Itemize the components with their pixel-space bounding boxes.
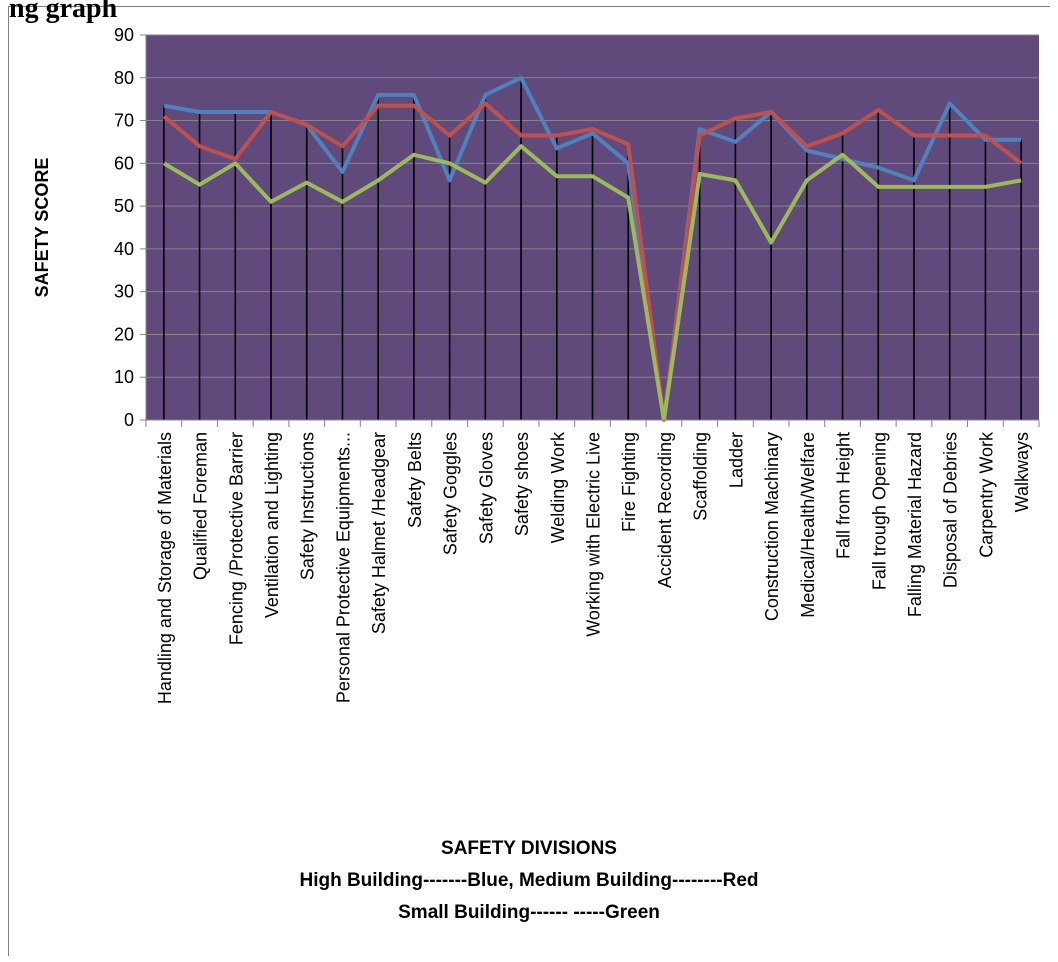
y-tick-label-80: 80 [114, 68, 134, 88]
x-category-label-6: Safety Halmet /Headgear [369, 432, 389, 634]
y-tick-label-0: 0 [124, 410, 134, 430]
page-heading-fragment: ng graph [9, 0, 118, 24]
y-tick-label-70: 70 [114, 111, 134, 131]
x-category-label-13: Fire Fighting [619, 432, 639, 532]
x-category-label-3: Ventilation and Lighting [262, 432, 282, 618]
x-category-label-19: Fall from Height [834, 432, 854, 559]
y-tick-label-20: 20 [114, 324, 134, 344]
x-category-label-5: Personal Protective Equipments... [333, 432, 353, 703]
x-category-label-23: Carpentry Work [976, 431, 996, 558]
x-axis-label: SAFETY DIVISIONS [441, 838, 617, 859]
x-category-label-1: Qualified Foreman [191, 432, 211, 580]
legend-line-2: Small Building------ -----Green [398, 902, 660, 923]
x-category-label-0: Handling and Storage of Materials [155, 432, 175, 704]
x-category-label-16: Ladder [726, 432, 746, 488]
y-tick-label-30: 30 [114, 282, 134, 302]
y-tick-label-50: 50 [114, 196, 134, 216]
y-tick-label-10: 10 [114, 367, 134, 387]
series-layer [162, 75, 1023, 422]
x-category-label-17: Construction Machinary [762, 432, 782, 621]
legend-line-1: High Building-------Blue, Medium Buildin… [299, 870, 759, 891]
y-tick-label-40: 40 [114, 239, 134, 259]
figure-frame: ng graph [8, 0, 1050, 956]
x-category-label-20: Fall trough Opening [869, 432, 889, 590]
x-category-label-7: Safety Belts [405, 432, 425, 528]
y-tick-label-60: 60 [114, 153, 134, 173]
x-category-label-12: Working with Electric Live [584, 432, 604, 637]
y-tick-labels: 0 10 20 30 40 50 60 70 80 90 [114, 25, 134, 430]
x-category-label-21: Falling Material Hazard [905, 432, 925, 617]
series-line-1 [162, 101, 1023, 422]
x-category-label-18: Medical/Health/Welfare [798, 432, 818, 618]
x-category-label-9: Safety Gloves [476, 432, 496, 544]
x-category-label-22: Disposal of Debries [941, 432, 961, 588]
y-axis-label: SAFETY SCORE [32, 158, 52, 298]
axes [145, 35, 1040, 427]
x-category-label-11: Welding Work [548, 431, 568, 543]
x-category-label-4: Safety Instructions [298, 432, 318, 580]
x-category-label-15: Scaffolding [691, 432, 711, 521]
x-category-label-14: Accident Recording [655, 432, 675, 588]
x-category-label-10: Safety shoes [512, 432, 532, 536]
y-tick-label-90: 90 [114, 25, 134, 45]
x-category-label-2: Fencing /Protective Barrier [226, 432, 246, 645]
series-line-2 [162, 144, 1022, 422]
x-category-labels: Handling and Storage of Materials Qualifi… [155, 431, 1032, 704]
x-category-label-8: Safety Goggles [441, 432, 461, 555]
x-category-label-24: Walkways [1012, 432, 1032, 512]
